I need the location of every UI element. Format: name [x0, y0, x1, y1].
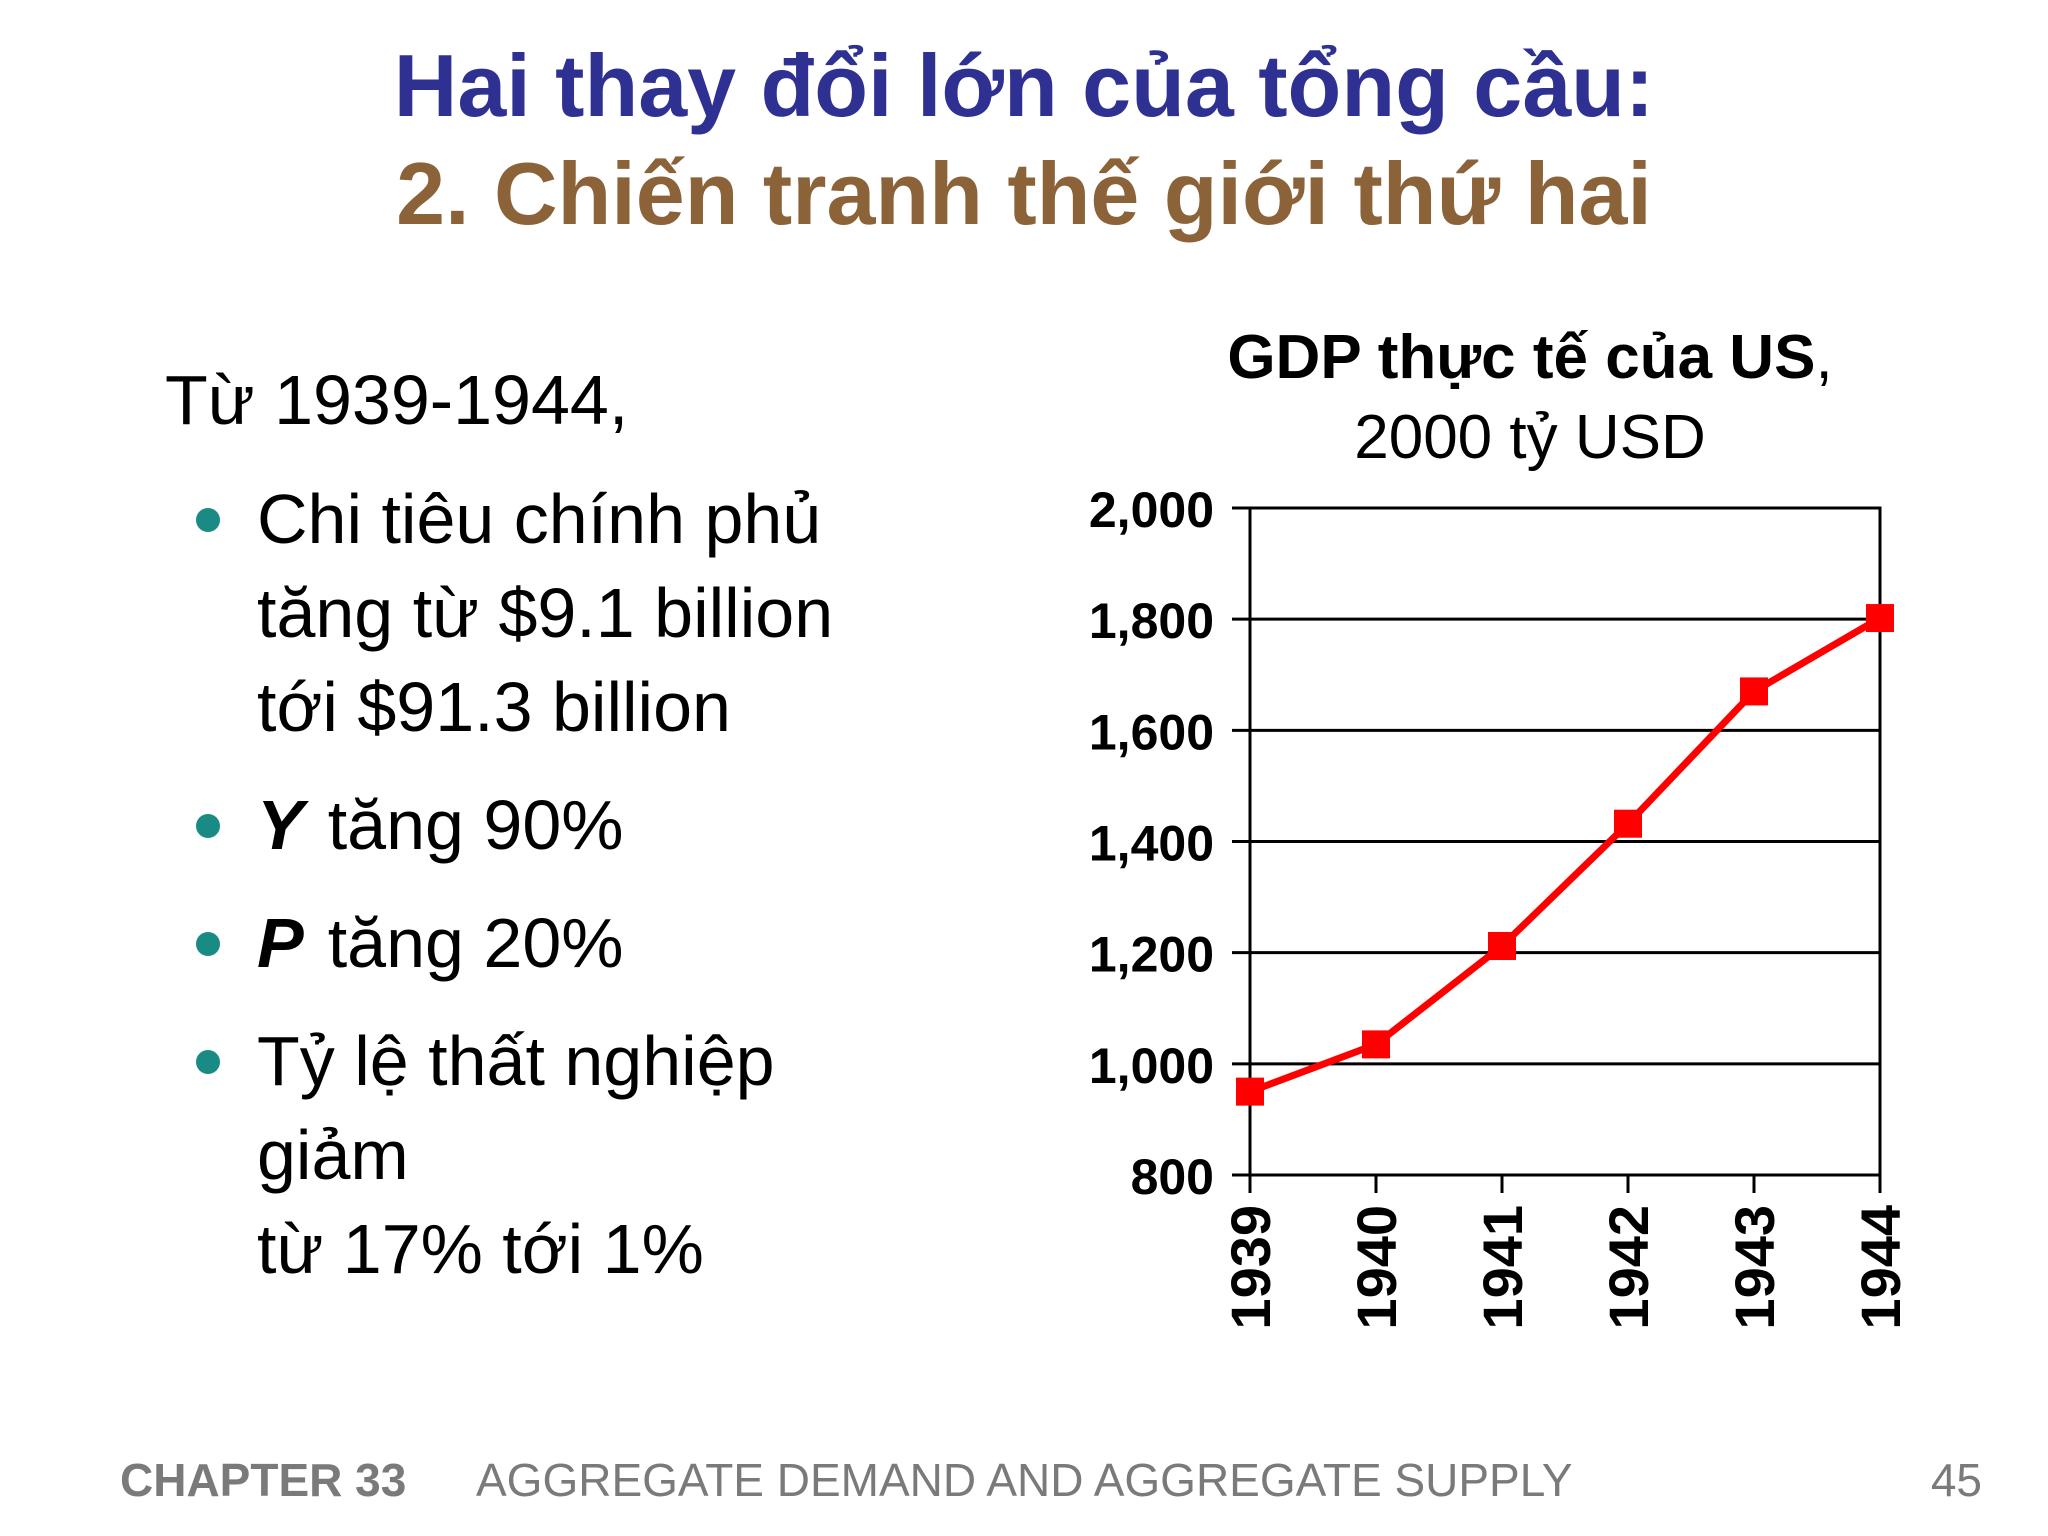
- x-tick-label: 1944: [1849, 1205, 1912, 1330]
- x-tick-label: 1939: [1219, 1205, 1282, 1330]
- x-tick-label: 1941: [1471, 1205, 1534, 1330]
- bullet-dot-icon: [196, 932, 220, 956]
- intro-text: Từ 1939-1944,: [165, 361, 629, 439]
- variable-p: P: [257, 904, 304, 982]
- bullet-dot-icon: [196, 814, 220, 838]
- bullet-gov-spending: Chi tiêu chính phủ tăng từ $9.1 billion …: [190, 472, 833, 754]
- y-tick-label: 1,200: [1089, 927, 1214, 983]
- chart-title-main: GDP thực tế của US,: [1110, 318, 1950, 398]
- bullet-line: Chi tiêu chính phủ: [257, 480, 822, 558]
- x-tick-label: 1943: [1723, 1205, 1786, 1330]
- page-number: 45: [1930, 1454, 1982, 1506]
- x-tick-label: 1942: [1597, 1205, 1660, 1330]
- chart-title: GDP thực tế của US, 2000 tỷ USD: [1110, 318, 1950, 478]
- y-tick-label: 1,000: [1089, 1038, 1214, 1094]
- bullet-text: tăng 90%: [327, 786, 624, 864]
- footer-chapter: CHAPTER 33: [120, 1454, 407, 1506]
- gdp-series-line: [1248, 615, 1882, 1095]
- gdp-data-point: [1488, 931, 1516, 960]
- variable-y: Y: [257, 786, 304, 864]
- bullet-unemployment: Tỷ lệ thất nghiệp giảm từ 17% tới 1%: [190, 1014, 833, 1296]
- slide-title-line2: 2. Chiến tranh thế giới thứ hai: [396, 144, 1652, 243]
- bullet-line: giảm: [257, 1116, 409, 1194]
- y-tick-label: 1,400: [1089, 816, 1214, 872]
- bullet-text: tăng 20%: [327, 904, 624, 982]
- slide-title-line1: Hai thay đổi lớn của tổng cầu:: [393, 36, 1655, 135]
- chart-subtitle: 2000 tỷ USD: [1354, 403, 1706, 472]
- gdp-data-point: [1236, 1077, 1264, 1106]
- y-tick-label: 800: [1131, 1149, 1214, 1205]
- y-tick-label: 1,800: [1089, 593, 1214, 649]
- y-tick-label: 1,600: [1089, 704, 1214, 760]
- x-tick-label: 1940: [1345, 1205, 1408, 1330]
- bullet-line: tăng từ $9.1 billion: [257, 574, 834, 652]
- gdp-data-point: [1362, 1030, 1390, 1059]
- gdp-data-point: [1614, 809, 1642, 838]
- bullet-dot-icon: [196, 1050, 220, 1074]
- gdp-data-point: [1740, 677, 1768, 706]
- y-tick-label: 2,000: [1089, 482, 1214, 538]
- bullet-list: Chi tiêu chính phủ tăng từ $9.1 billion …: [190, 472, 833, 1320]
- bullet-line: Tỷ lệ thất nghiệp: [257, 1022, 775, 1100]
- gdp-line-chart: 800 1,000 1,200 1,400 1,600 1,800 2,000 1939 194…: [1089, 482, 1912, 1330]
- bullet-line: tới $91.3 billion: [257, 668, 731, 746]
- bullet-dot-icon: [196, 508, 220, 532]
- chart-title-comma: ,: [1815, 323, 1833, 392]
- gdp-data-point: [1866, 604, 1894, 633]
- bullet-line: từ 17% tới 1%: [257, 1210, 704, 1288]
- footer-subject: AGGREGATE DEMAND AND AGGREGATE SUPPLY: [476, 1454, 1573, 1506]
- chart-title-bold: GDP thực tế của US: [1227, 323, 1816, 392]
